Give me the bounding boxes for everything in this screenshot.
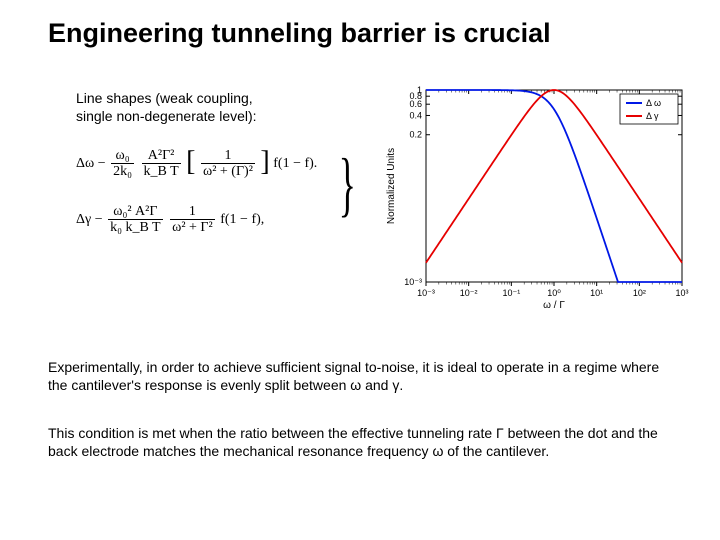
svg-text:Normalized Units: Normalized Units (386, 148, 397, 224)
eq2-f1-den: k₀ k_B T (108, 220, 163, 235)
svg-text:10⁻²: 10⁻² (460, 288, 478, 298)
svg-text:10¹: 10¹ (590, 288, 603, 298)
subtitle-line-1: Line shapes (weak coupling, (76, 90, 253, 106)
eq1-f3-num: 1 (201, 148, 255, 164)
eq2-f2-den: ω² + Γ² (170, 220, 215, 235)
eq1-lbracket: [ (186, 149, 195, 174)
equations-block: Δω − ω₀2k₀ A²Γ²k_B T [ 1ω² + (Γ)² ] f(1 … (76, 148, 356, 260)
eq2-f1-num: ω₀² A²Γ (108, 204, 163, 220)
svg-text:0.2: 0.2 (409, 130, 422, 140)
svg-text:Δ ω: Δ ω (646, 98, 661, 108)
equation-delta-omega: Δω − ω₀2k₀ A²Γ²k_B T [ 1ω² + (Γ)² ] f(1 … (76, 148, 356, 180)
equation-delta-gamma: Δγ − ω₀² A²Γk₀ k_B T 1ω² + Γ² f(1 − f), (76, 204, 356, 236)
svg-text:1: 1 (417, 85, 422, 95)
eq1-f2-den: k_B T (142, 164, 181, 179)
eq2-lhs: Δγ − (76, 212, 106, 227)
svg-text:10⁻¹: 10⁻¹ (502, 288, 520, 298)
subtitle-line-2: single non-degenerate level): (76, 108, 257, 124)
svg-text:10⁻³: 10⁻³ (404, 277, 422, 287)
subtitle: Line shapes (weak coupling, single non-d… (76, 90, 257, 125)
paragraph-2: This condition is met when the ratio bet… (48, 424, 672, 460)
eq1-lhs: Δω − (76, 156, 109, 171)
eq1-f1-den: 2k₀ (111, 164, 134, 179)
eq1-frac3: 1ω² + (Γ)² (201, 148, 255, 180)
svg-text:10⁰: 10⁰ (547, 288, 561, 298)
chart-svg: 10⁻³10⁻²10⁻¹10⁰10¹10²10³10⁻³0.20.40.60.8… (382, 82, 694, 310)
svg-text:10³: 10³ (675, 288, 688, 298)
svg-text:0.4: 0.4 (409, 110, 422, 120)
paragraph-1: Experimentally, in order to achieve suff… (48, 358, 672, 394)
eq1-f2-num: A²Γ² (142, 148, 181, 164)
eq2-f2-num: 1 (170, 204, 215, 220)
eq1-f3-den: ω² + (Γ)² (201, 164, 255, 179)
svg-text:10⁻³: 10⁻³ (417, 288, 435, 298)
eq2-tail: f(1 − f), (220, 212, 264, 227)
svg-text:10²: 10² (633, 288, 646, 298)
eq1-tail: f(1 − f). (273, 156, 317, 171)
curly-brace-icon: } (339, 148, 356, 220)
eq1-frac2: A²Γ²k_B T (142, 148, 181, 180)
eq1-rbracket: ] (260, 149, 269, 174)
svg-text:ω / Γ: ω / Γ (543, 300, 565, 310)
page-title: Engineering tunneling barrier is crucial (48, 18, 672, 49)
eq1-frac1: ω₀2k₀ (111, 148, 134, 180)
eq2-frac1: ω₀² A²Γk₀ k_B T (108, 204, 163, 236)
line-chart: 10⁻³10⁻²10⁻¹10⁰10¹10²10³10⁻³0.20.40.60.8… (382, 82, 694, 310)
svg-text:Δ γ: Δ γ (646, 111, 659, 121)
eq1-f1-num: ω₀ (111, 148, 134, 164)
eq2-frac2: 1ω² + Γ² (170, 204, 215, 236)
